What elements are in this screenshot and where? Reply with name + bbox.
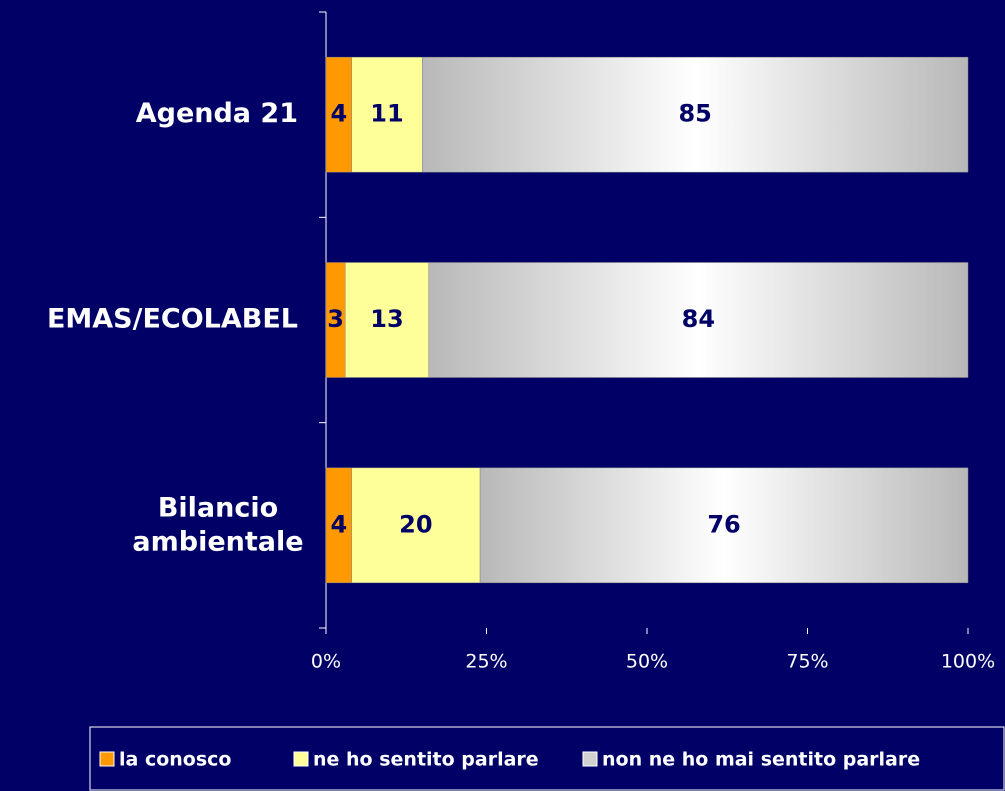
category-label: Bilancio ambientale xyxy=(132,492,303,557)
legend-label: la conosco xyxy=(119,749,231,771)
value-label: 11 xyxy=(370,100,403,128)
x-tick-label: 0% xyxy=(311,651,341,673)
bar-segment xyxy=(325,467,352,584)
legend-swatch xyxy=(582,751,598,767)
value-label: 76 xyxy=(707,510,740,538)
legend-label: non ne ho mai sentito parlare xyxy=(602,749,920,771)
value-label: 13 xyxy=(370,305,403,333)
bar-segment xyxy=(345,262,429,378)
bar-segment xyxy=(422,56,969,173)
bar-segment xyxy=(325,56,352,173)
x-tick-label: 50% xyxy=(626,651,668,673)
bar-segment xyxy=(479,467,969,584)
value-label: 4 xyxy=(330,510,347,538)
legend-label: ne ho sentito parlare xyxy=(313,749,539,771)
bar-segment xyxy=(428,262,969,378)
x-tick-label: 25% xyxy=(465,651,507,673)
value-label: 84 xyxy=(682,305,715,333)
value-label: 20 xyxy=(399,510,432,538)
legend-swatch xyxy=(99,751,115,767)
value-label: 85 xyxy=(678,100,711,128)
category-label: Agenda 21 xyxy=(136,98,298,129)
x-tick-label: 75% xyxy=(786,651,828,673)
x-tick-label: 100% xyxy=(941,651,995,673)
category-label: EMAS/ECOLABEL xyxy=(47,304,298,335)
bar-segment xyxy=(351,467,481,584)
value-label: 4 xyxy=(330,100,347,128)
legend-box xyxy=(89,726,1005,791)
legend-swatch xyxy=(293,751,309,767)
value-label: 3 xyxy=(327,305,344,333)
bar-segment xyxy=(351,56,423,173)
